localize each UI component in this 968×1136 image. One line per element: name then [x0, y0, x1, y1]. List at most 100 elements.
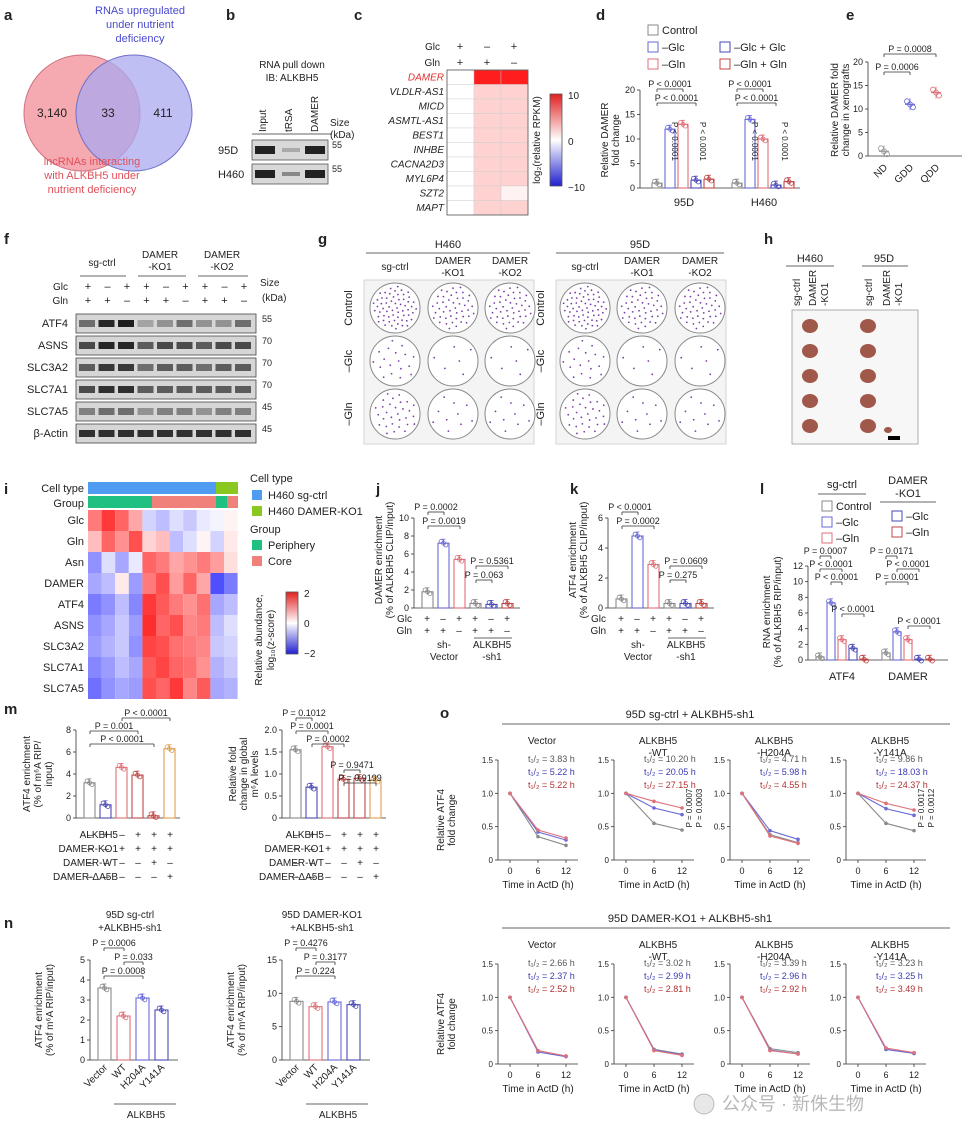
colony-dot — [644, 317, 647, 320]
legend-label: –Glc + Glc — [734, 42, 786, 54]
condition-sign: + — [472, 614, 478, 625]
bar — [353, 777, 366, 819]
colony-dot — [589, 303, 592, 306]
colony-dot — [519, 373, 522, 376]
colony-dot — [564, 407, 567, 409]
blot-band — [98, 342, 115, 349]
colony-dot — [701, 307, 704, 309]
subplot-title: -WT — [649, 952, 668, 963]
blot-band — [137, 364, 154, 371]
colony-dot — [708, 310, 710, 313]
colony-dot — [591, 324, 594, 327]
colony-dot — [462, 297, 464, 299]
colony-dot — [692, 418, 695, 421]
half-life-label: t₁/₂ = 2.52 h — [528, 984, 575, 994]
blot-band — [157, 430, 173, 437]
colony-dot — [396, 316, 399, 319]
condition-sign: + — [143, 281, 149, 293]
series-line — [857, 997, 915, 1054]
blot-band — [215, 386, 232, 393]
colony-dot — [467, 299, 470, 302]
condition-sign: + — [357, 830, 363, 841]
condition-sign: – — [167, 858, 173, 869]
colony-dot — [433, 356, 436, 359]
data-point — [930, 658, 935, 664]
colony-dot — [459, 286, 462, 289]
condition-sign: – — [221, 281, 228, 293]
colony-dot — [594, 353, 597, 356]
half-life-label: t₁/₂ = 27.15 h — [644, 780, 696, 790]
heatmap-cell — [473, 142, 502, 158]
p-value-label: P < 0.0001 — [780, 122, 789, 161]
y-tick-label: 10 — [399, 513, 409, 523]
colony-dot — [515, 360, 518, 362]
venn-count-overlap: 33 — [101, 106, 115, 120]
colorbar-label: Relative abundance, — [254, 594, 265, 685]
subplot-title: -H204A — [757, 748, 791, 759]
colony-dot — [522, 321, 525, 324]
blot-band — [157, 364, 173, 371]
heatmap-cell — [446, 127, 475, 143]
condition-sign: – — [325, 872, 331, 883]
data-point — [750, 118, 755, 124]
blot-band — [137, 342, 154, 349]
blot-band — [176, 408, 193, 415]
heatmap-cell — [142, 510, 156, 531]
colony-dot — [520, 304, 523, 307]
colony-dot — [571, 297, 573, 299]
colony-dot — [390, 324, 393, 327]
colony-dot — [649, 321, 652, 323]
venn-red-label: nutrient deficiency — [48, 184, 137, 196]
p-value-label: P = 0.0008 — [102, 966, 146, 976]
heatmap-cell — [156, 657, 170, 678]
colony-dot — [462, 373, 465, 376]
colony-dot — [712, 321, 715, 324]
heatmap-cell — [500, 127, 529, 143]
subplot-title: ALKBH5 — [755, 940, 794, 951]
colony-dot — [692, 305, 695, 308]
x-tick-label: 12 — [561, 1070, 571, 1080]
colony-dot — [602, 404, 605, 407]
colony-dot — [596, 400, 599, 403]
colony-dot — [588, 426, 590, 428]
condition-label: DAMER-WT — [63, 858, 118, 869]
y-tick-label: 4 — [404, 567, 409, 577]
heatmap-cell — [196, 552, 211, 573]
column-label: -KO2 — [688, 268, 712, 279]
colony-dot — [580, 372, 583, 375]
culture-well — [674, 335, 726, 387]
condition-sign: – — [293, 844, 299, 855]
legend-label: –Glc — [836, 517, 859, 529]
colony-dot — [401, 309, 404, 312]
heatmap-cell — [224, 636, 238, 657]
legend-swatch — [821, 516, 833, 528]
blot-band — [235, 320, 251, 327]
colony-dot — [714, 299, 717, 302]
heatmap-cell — [88, 636, 102, 657]
heatmap-cell — [473, 200, 502, 216]
heatmap-row-label: Gln — [67, 536, 84, 548]
condition-sign: – — [309, 858, 315, 869]
legend-swatch — [252, 506, 262, 516]
colony-dot — [408, 296, 411, 299]
blot-band — [176, 430, 193, 437]
blot-row-label: ASNS — [38, 340, 68, 352]
colony-dot — [401, 319, 403, 322]
data-point — [796, 837, 800, 842]
condition-sign: – — [119, 830, 125, 841]
colony-dot — [588, 419, 591, 421]
colony-dot — [412, 355, 415, 358]
colony-dot — [399, 303, 402, 306]
panel-letter: i — [4, 481, 8, 498]
subplot-title: Vector — [528, 940, 557, 951]
tumor — [860, 419, 876, 433]
heatmap-cell — [142, 573, 156, 594]
condition-sign: – — [124, 295, 131, 307]
data-point — [907, 101, 913, 108]
colony-dot — [600, 318, 603, 321]
data-point — [796, 841, 800, 846]
condition-sign: + — [119, 844, 125, 855]
colony-dot — [389, 364, 392, 367]
colony-dot — [456, 297, 459, 300]
